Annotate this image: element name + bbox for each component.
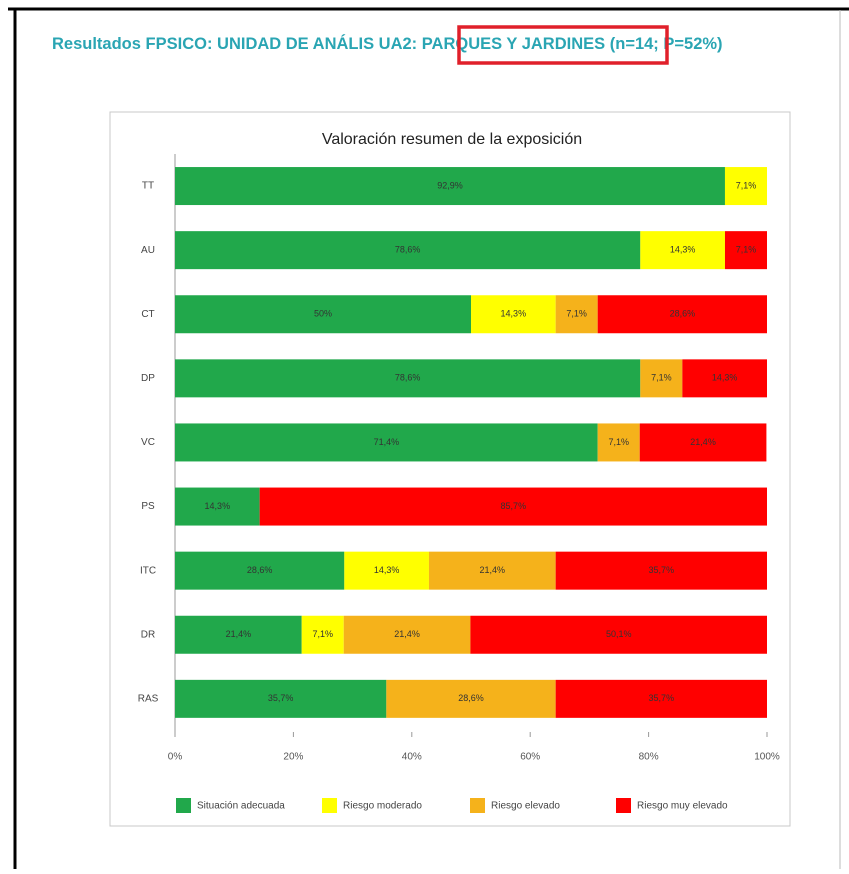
- title-part: (n=14; P=52%): [605, 35, 722, 53]
- y-tick-label: TT: [142, 181, 154, 192]
- value-label: 78,6%: [395, 245, 421, 255]
- value-label: 7,1%: [736, 245, 757, 255]
- legend-label: Riesgo muy elevado: [637, 801, 728, 812]
- legend-label: Riesgo elevado: [491, 801, 560, 812]
- x-tick-label: 20%: [283, 752, 303, 763]
- value-label: 7,1%: [312, 629, 333, 639]
- title-part: Resultados FPSICO: UNIDAD DE ANÁLIS UA2:: [52, 34, 422, 53]
- x-tick-label: 0%: [168, 752, 183, 763]
- x-tick-label: 100%: [754, 752, 780, 763]
- bar-segment: [175, 231, 641, 270]
- bar-segment: [724, 231, 767, 270]
- x-tick-label: 40%: [402, 752, 422, 763]
- value-label: 85,7%: [501, 501, 527, 511]
- bar-segment: [259, 487, 767, 526]
- y-tick-label: VC: [141, 437, 155, 448]
- highlight-box: [457, 25, 669, 65]
- bar-segment: [175, 359, 641, 398]
- value-label: 7,1%: [566, 309, 587, 319]
- value-label: 7,1%: [736, 180, 757, 190]
- legend-swatch: [322, 798, 337, 813]
- y-tick-label: PS: [141, 501, 155, 512]
- bar-segment: [301, 615, 344, 654]
- bar-segment: [640, 359, 683, 398]
- bar-segment: [343, 615, 471, 654]
- y-tick-label: RAS: [138, 693, 159, 704]
- bar-segment: [175, 295, 471, 334]
- value-label: 35,7%: [268, 693, 294, 703]
- legend-swatch: [470, 798, 485, 813]
- value-label: 21,4%: [226, 629, 252, 639]
- value-label: 71,4%: [374, 437, 400, 447]
- bar-segment: [555, 679, 767, 718]
- bar-segment: [640, 231, 725, 270]
- title-highlight: PARQUES Y JARDINES: [422, 35, 605, 53]
- value-label: 21,4%: [394, 629, 420, 639]
- value-label: 28,6%: [670, 309, 696, 319]
- chart-frame: [109, 111, 791, 827]
- value-label: 7,1%: [608, 437, 629, 447]
- y-tick-label: AU: [141, 245, 155, 256]
- value-label: 14,3%: [374, 565, 400, 575]
- bar-segment: [639, 423, 767, 462]
- value-label: 35,7%: [649, 693, 675, 703]
- legend-swatch: [616, 798, 631, 813]
- chart-title: Valoración resumen de la exposición: [322, 131, 582, 148]
- bar-segment: [175, 487, 260, 526]
- bar-segment: [470, 615, 767, 654]
- value-label: 14,3%: [670, 245, 696, 255]
- bar-segment: [175, 551, 345, 590]
- bar-segment: [724, 167, 767, 206]
- bar-segment: [175, 423, 598, 462]
- value-label: 21,4%: [480, 565, 506, 575]
- value-label: 92,9%: [437, 180, 463, 190]
- bar-segment: [175, 679, 387, 718]
- value-label: 7,1%: [651, 373, 672, 383]
- x-tick-label: 80%: [639, 752, 659, 763]
- value-label: 28,6%: [458, 693, 484, 703]
- bar-segment: [175, 167, 725, 206]
- value-label: 14,3%: [712, 373, 738, 383]
- value-label: 21,4%: [690, 437, 716, 447]
- y-tick-label: ITC: [140, 565, 156, 576]
- bar-segment: [682, 359, 767, 398]
- y-tick-label: CT: [141, 309, 154, 320]
- legend-label: Situación adecuada: [197, 801, 285, 812]
- value-label: 50,1%: [606, 629, 632, 639]
- value-label: 78,6%: [395, 373, 421, 383]
- x-tick-label: 60%: [520, 752, 540, 763]
- legend-label: Riesgo moderado: [343, 801, 422, 812]
- bar-segment: [175, 615, 302, 654]
- value-label: 28,6%: [247, 565, 273, 575]
- bar-segment: [555, 551, 767, 590]
- value-label: 14,3%: [205, 501, 231, 511]
- legend-swatch: [176, 798, 191, 813]
- bar-segment: [471, 295, 556, 334]
- value-label: 35,7%: [649, 565, 675, 575]
- y-tick-label: DP: [141, 373, 155, 384]
- bar-segment: [344, 551, 429, 590]
- value-label: 50%: [314, 309, 332, 319]
- bar-segment: [597, 295, 767, 334]
- bar-segment: [555, 295, 598, 334]
- y-tick-label: DR: [141, 629, 155, 640]
- bar-segment: [386, 679, 556, 718]
- page-title: Resultados FPSICO: UNIDAD DE ANÁLIS UA2:…: [52, 34, 723, 53]
- bar-segment: [428, 551, 556, 590]
- bar-segment: [597, 423, 640, 462]
- value-label: 14,3%: [501, 309, 527, 319]
